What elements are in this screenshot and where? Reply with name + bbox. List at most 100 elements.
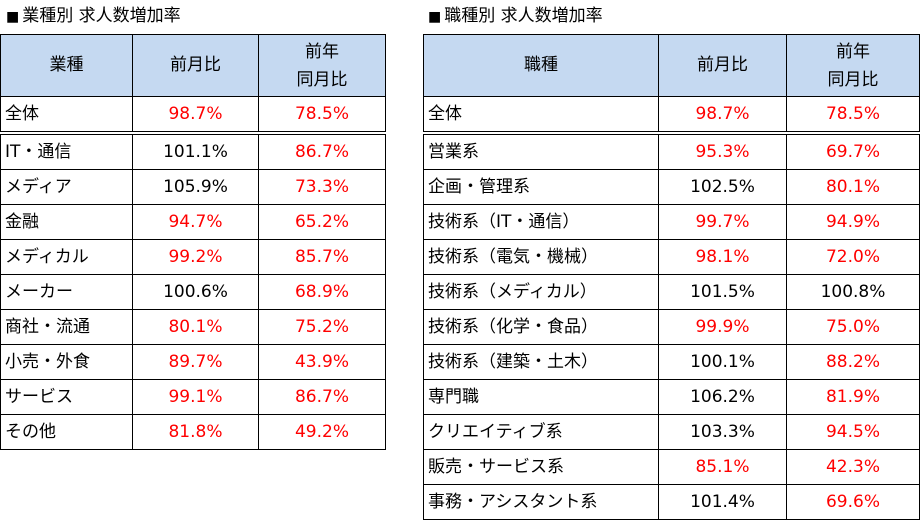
table-row: 営業系 95.3% 69.7% — [423, 132, 920, 170]
table-row: IT・通信 101.1% 86.7% — [0, 132, 386, 170]
year-over-year-value: 86.7% — [258, 379, 386, 415]
row-label: 技術系（メディカル） — [423, 274, 659, 310]
month-over-month-value: 89.7% — [132, 344, 259, 380]
row-label: 商社・流通 — [0, 309, 133, 345]
table-row: クリエイティブ系 103.3% 94.5% — [423, 414, 920, 450]
month-over-month-value: 105.9% — [132, 169, 259, 205]
year-over-year-value: 69.6% — [786, 484, 920, 520]
header-month-over-month: 前月比 — [658, 34, 787, 97]
year-over-year-value: 86.7% — [258, 132, 386, 170]
month-over-month-value: 99.7% — [658, 204, 787, 240]
square-bullet-icon: ■ — [428, 9, 442, 25]
header-year-over-year: 前年 同月比 — [258, 34, 386, 97]
year-over-year-value: 75.0% — [786, 309, 920, 345]
row-label: 専門職 — [423, 379, 659, 415]
month-over-month-value: 101.1% — [132, 132, 259, 170]
row-label: IT・通信 — [0, 132, 133, 170]
month-over-month-value: 85.1% — [658, 449, 787, 485]
year-over-year-value: 73.3% — [258, 169, 386, 205]
year-over-year-value: 85.7% — [258, 239, 386, 275]
month-over-month-value: 106.2% — [658, 379, 787, 415]
year-over-year-value: 81.9% — [786, 379, 920, 415]
row-label: 販売・サービス系 — [423, 449, 659, 485]
table-row: 金融 94.7% 65.2% — [0, 204, 386, 240]
year-over-year-value: 78.5% — [258, 96, 386, 135]
industry-table-body: 全体 98.7% 78.5% IT・通信 101.1% 86.7% メディア 105.9% 73… — [0, 96, 386, 450]
row-label: クリエイティブ系 — [423, 414, 659, 450]
table-row: 専門職 106.2% 81.9% — [423, 379, 920, 415]
header-industry: 業種 — [0, 34, 133, 97]
row-label: メディア — [0, 169, 133, 205]
year-over-year-value: 78.5% — [786, 96, 920, 135]
table-row: サービス 99.1% 86.7% — [0, 379, 386, 415]
header-month-over-month: 前月比 — [132, 34, 259, 97]
month-over-month-value: 99.1% — [132, 379, 259, 415]
table-row: 技術系（電気・機械） 98.1% 72.0% — [423, 239, 920, 275]
table-row: 技術系（メディカル） 101.5% 100.8% — [423, 274, 920, 310]
table-row: 全体 98.7% 78.5% — [423, 96, 920, 135]
row-label: 技術系（電気・機械） — [423, 239, 659, 275]
month-over-month-value: 99.2% — [132, 239, 259, 275]
table-row: 技術系（化学・食品） 99.9% 75.0% — [423, 309, 920, 345]
row-label: 技術系（化学・食品） — [423, 309, 659, 345]
month-over-month-value: 81.8% — [132, 414, 259, 450]
industry-section-title: ■ 業種別 求人数増加率 — [6, 4, 181, 29]
month-over-month-value: 103.3% — [658, 414, 787, 450]
table-row: 技術系（IT・通信） 99.7% 94.9% — [423, 204, 920, 240]
month-over-month-value: 95.3% — [658, 132, 787, 170]
job-section-title: ■ 職種別 求人数増加率 — [428, 4, 603, 29]
table-row: 技術系（建築・土木） 100.1% 88.2% — [423, 344, 920, 380]
job-table-body: 全体 98.7% 78.5% 営業系 95.3% 69.7% 企画・管理系 102.5% 80.… — [423, 96, 920, 520]
year-over-year-value: 75.2% — [258, 309, 386, 345]
month-over-month-value: 98.1% — [658, 239, 787, 275]
year-over-year-value: 72.0% — [786, 239, 920, 275]
table-row: 事務・アシスタント系 101.4% 69.6% — [423, 484, 920, 520]
year-over-year-value: 94.9% — [786, 204, 920, 240]
month-over-month-value: 102.5% — [658, 169, 787, 205]
row-label: メディカル — [0, 239, 133, 275]
table-row: メーカー 100.6% 68.9% — [0, 274, 386, 310]
row-label: 技術系（建築・土木） — [423, 344, 659, 380]
row-label: その他 — [0, 414, 133, 450]
table-row: メディア 105.9% 73.3% — [0, 169, 386, 205]
month-over-month-value: 94.7% — [132, 204, 259, 240]
table-row: 全体 98.7% 78.5% — [0, 96, 386, 135]
month-over-month-value: 101.4% — [658, 484, 787, 520]
year-over-year-value: 49.2% — [258, 414, 386, 450]
month-over-month-value: 101.5% — [658, 274, 787, 310]
row-label: 全体 — [0, 96, 133, 135]
row-label: メーカー — [0, 274, 133, 310]
square-bullet-icon: ■ — [6, 9, 20, 25]
row-label: 金融 — [0, 204, 133, 240]
year-over-year-value: 88.2% — [786, 344, 920, 380]
year-over-year-value: 42.3% — [786, 449, 920, 485]
header-job-type: 職種 — [423, 34, 659, 97]
month-over-month-value: 99.9% — [658, 309, 787, 345]
year-over-year-value: 100.8% — [786, 274, 920, 310]
row-label: サービス — [0, 379, 133, 415]
table-header-row: 職種 前月比 前年 同月比 — [423, 34, 920, 97]
industry-table: 業種 前月比 前年 同月比 全体 98.7% 78.5% IT・通信 101.1% 86.… — [0, 34, 386, 450]
month-over-month-value: 98.7% — [132, 96, 259, 135]
row-label: 企画・管理系 — [423, 169, 659, 205]
month-over-month-value: 100.6% — [132, 274, 259, 310]
industry-title-text: 業種別 求人数増加率 — [22, 6, 181, 26]
job-table: 職種 前月比 前年 同月比 全体 98.7% 78.5% 営業系 95.3% 69.7% 企… — [423, 34, 920, 520]
table-header-row: 業種 前月比 前年 同月比 — [0, 34, 386, 97]
year-over-year-value: 68.9% — [258, 274, 386, 310]
row-label: 営業系 — [423, 132, 659, 170]
year-over-year-value: 80.1% — [786, 169, 920, 205]
row-label: 小売・外食 — [0, 344, 133, 380]
month-over-month-value: 80.1% — [132, 309, 259, 345]
table-row: 企画・管理系 102.5% 80.1% — [423, 169, 920, 205]
year-over-year-value: 43.9% — [258, 344, 386, 380]
row-label: 事務・アシスタント系 — [423, 484, 659, 520]
table-row: 小売・外食 89.7% 43.9% — [0, 344, 386, 380]
table-row: 販売・サービス系 85.1% 42.3% — [423, 449, 920, 485]
year-over-year-value: 69.7% — [786, 132, 920, 170]
month-over-month-value: 98.7% — [658, 96, 787, 135]
table-row: メディカル 99.2% 85.7% — [0, 239, 386, 275]
job-title-text: 職種別 求人数増加率 — [444, 6, 603, 26]
year-over-year-value: 65.2% — [258, 204, 386, 240]
month-over-month-value: 100.1% — [658, 344, 787, 380]
